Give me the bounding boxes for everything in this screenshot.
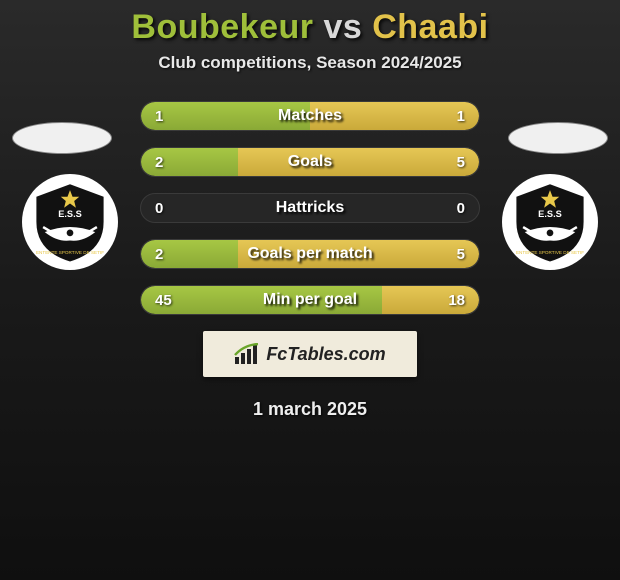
vs-text: vs xyxy=(323,8,362,46)
stat-row: 25Goals per match xyxy=(140,239,480,269)
stat-row: 00Hattricks xyxy=(140,193,480,223)
stat-row: 11Matches xyxy=(140,101,480,131)
comparison-card: Boubekeur vs Chaabi Club competitions, S… xyxy=(0,0,620,420)
country-flag-right xyxy=(508,122,608,154)
stat-row: 4518Min per goal xyxy=(140,285,480,315)
subtitle: Club competitions, Season 2024/2025 xyxy=(0,53,620,73)
stat-row: 25Goals xyxy=(140,147,480,177)
stat-label: Matches xyxy=(141,102,479,130)
brand-badge: FcTables.com xyxy=(203,331,417,377)
bar-chart-icon xyxy=(234,343,260,365)
brand-text: FcTables.com xyxy=(266,344,385,365)
stat-label: Min per goal xyxy=(141,286,479,314)
club-logo-right: E.S.S ENTENTE SPORTIVE DE SETIF xyxy=(502,174,598,270)
svg-text:ENTENTE SPORTIVE DE SETIF: ENTENTE SPORTIVE DE SETIF xyxy=(516,250,584,255)
ess-crest-icon: E.S.S ENTENTE SPORTIVE DE SETIF xyxy=(28,180,112,264)
ess-crest-icon: E.S.S ENTENTE SPORTIVE DE SETIF xyxy=(508,180,592,264)
player1-name: Boubekeur xyxy=(131,8,313,46)
date-text: 1 march 2025 xyxy=(0,399,620,420)
club-logo-left: E.S.S ENTENTE SPORTIVE DE SETIF xyxy=(22,174,118,270)
stats-container: 11Matches 25Goals 00Hattricks 25Goals per m… xyxy=(140,101,480,315)
player2-name: Chaabi xyxy=(372,8,488,46)
svg-text:E.S.S: E.S.S xyxy=(58,209,82,219)
stat-label: Goals per match xyxy=(141,240,479,268)
country-flag-left xyxy=(12,122,112,154)
stat-label: Goals xyxy=(141,148,479,176)
svg-text:ENTENTE SPORTIVE DE SETIF: ENTENTE SPORTIVE DE SETIF xyxy=(36,250,104,255)
page-title: Boubekeur vs Chaabi xyxy=(0,8,620,47)
stat-label: Hattricks xyxy=(141,194,479,222)
svg-text:E.S.S: E.S.S xyxy=(538,209,562,219)
